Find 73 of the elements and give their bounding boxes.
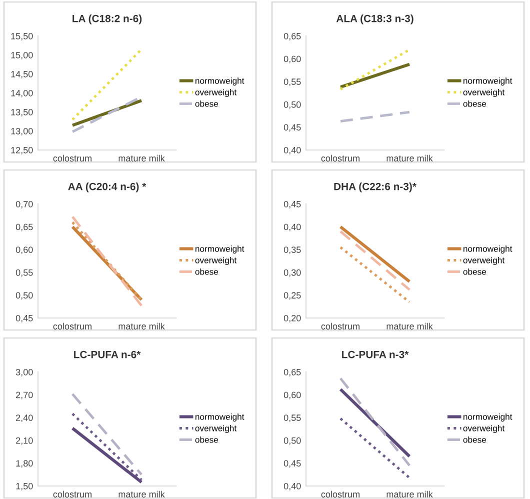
x-tick-label: colostrum	[321, 490, 360, 498]
y-tick-label: 0,45	[16, 314, 33, 322]
y-tick-label: 0,65	[284, 368, 301, 376]
legend-label: obese	[195, 436, 218, 443]
y-tick-label: 15,00	[11, 52, 33, 60]
x-tick-label: colostrum	[321, 154, 360, 162]
legend-label: normoweight	[196, 78, 244, 86]
x-tick-label: mature milk	[386, 490, 433, 498]
x-tick-label: mature milk	[118, 322, 165, 330]
legend-label: overweight	[195, 88, 237, 98]
chart-title: LC-PUFA n-3*	[342, 350, 409, 358]
y-tick-label: 0,55	[284, 414, 301, 422]
legend-label: overweight	[463, 424, 505, 434]
y-tick-label: 0,25	[284, 292, 301, 300]
y-tick-label: 0,35	[284, 246, 301, 254]
y-tick-label: 0,45	[284, 200, 301, 208]
y-tick-label: 0,20	[284, 314, 301, 322]
chart-title: AA (C20:4 n-6) *	[68, 182, 146, 192]
y-tick-label: 0,45	[284, 124, 301, 132]
y-tick-label: 0,70	[16, 200, 33, 208]
y-tick-label: 0,55	[284, 78, 301, 86]
y-tick-label: 14,50	[11, 70, 33, 78]
x-tick-label: colostrum	[321, 322, 360, 330]
y-tick-label: 2,10	[16, 437, 33, 445]
y-tick-label: 15,50	[11, 32, 33, 40]
y-tick-label: 13,50	[11, 108, 33, 116]
legend-label: normoweight	[196, 246, 244, 254]
y-tick-label: 0,55	[16, 269, 33, 277]
legend-label: overweight	[195, 424, 237, 434]
legend-label: normoweight	[464, 78, 512, 86]
y-tick-label: 1,50	[16, 482, 33, 490]
y-tick-label: 0,65	[284, 32, 301, 40]
legend-label: normoweight	[196, 414, 244, 422]
legend-label: overweight	[463, 88, 505, 98]
y-tick-label: 1,80	[16, 460, 33, 468]
legend-label: obese	[463, 100, 486, 107]
y-tick-label: 0,65	[16, 224, 33, 232]
x-tick-label: colostrum	[53, 322, 92, 330]
x-tick-label: mature milk	[386, 322, 433, 330]
legend-label: obese	[195, 100, 218, 107]
legend-label: obese	[463, 268, 486, 275]
y-tick-label: 0,50	[284, 437, 301, 445]
chart-title: DHA (C22:6 n-3)*	[334, 182, 416, 192]
y-tick-label: 0,45	[284, 460, 301, 468]
legend-label: normoweight	[464, 246, 512, 254]
chart-title: LC-PUFA n-6*	[74, 350, 141, 358]
chart-title: ALA (C18:3 n-3)	[336, 14, 414, 24]
y-tick-label: 2,70	[16, 392, 33, 400]
legend-label: obese	[463, 436, 486, 443]
y-tick-label: 3,00	[16, 368, 33, 376]
legend-label: overweight	[463, 256, 505, 266]
y-tick-label: 0,60	[284, 56, 301, 64]
y-tick-label: 0,50	[284, 101, 301, 109]
x-tick-label: colostrum	[53, 154, 92, 162]
x-tick-label: mature milk	[386, 154, 433, 162]
y-tick-label: 0,40	[284, 224, 301, 232]
x-tick-label: mature milk	[118, 490, 165, 498]
y-tick-label: 14,00	[11, 90, 33, 98]
y-tick-label: 0,30	[284, 269, 301, 277]
chart-title: LA (C18:2 n-6)	[72, 14, 142, 24]
x-tick-label: colostrum	[53, 490, 92, 498]
y-tick-label: 0,60	[284, 392, 301, 400]
y-tick-label: 12,50	[11, 146, 33, 154]
y-tick-label: 2,40	[16, 414, 33, 422]
legend-label: normoweight	[464, 414, 512, 422]
y-tick-label: 0,60	[16, 246, 33, 254]
legend-label: overweight	[195, 256, 237, 266]
legend-label: obese	[195, 268, 218, 275]
y-tick-label: 0,50	[16, 292, 33, 300]
y-tick-label: 0,40	[284, 482, 301, 490]
y-tick-label: 0,40	[284, 146, 301, 154]
y-tick-label: 13,00	[11, 128, 33, 136]
x-tick-label: mature milk	[118, 154, 165, 162]
